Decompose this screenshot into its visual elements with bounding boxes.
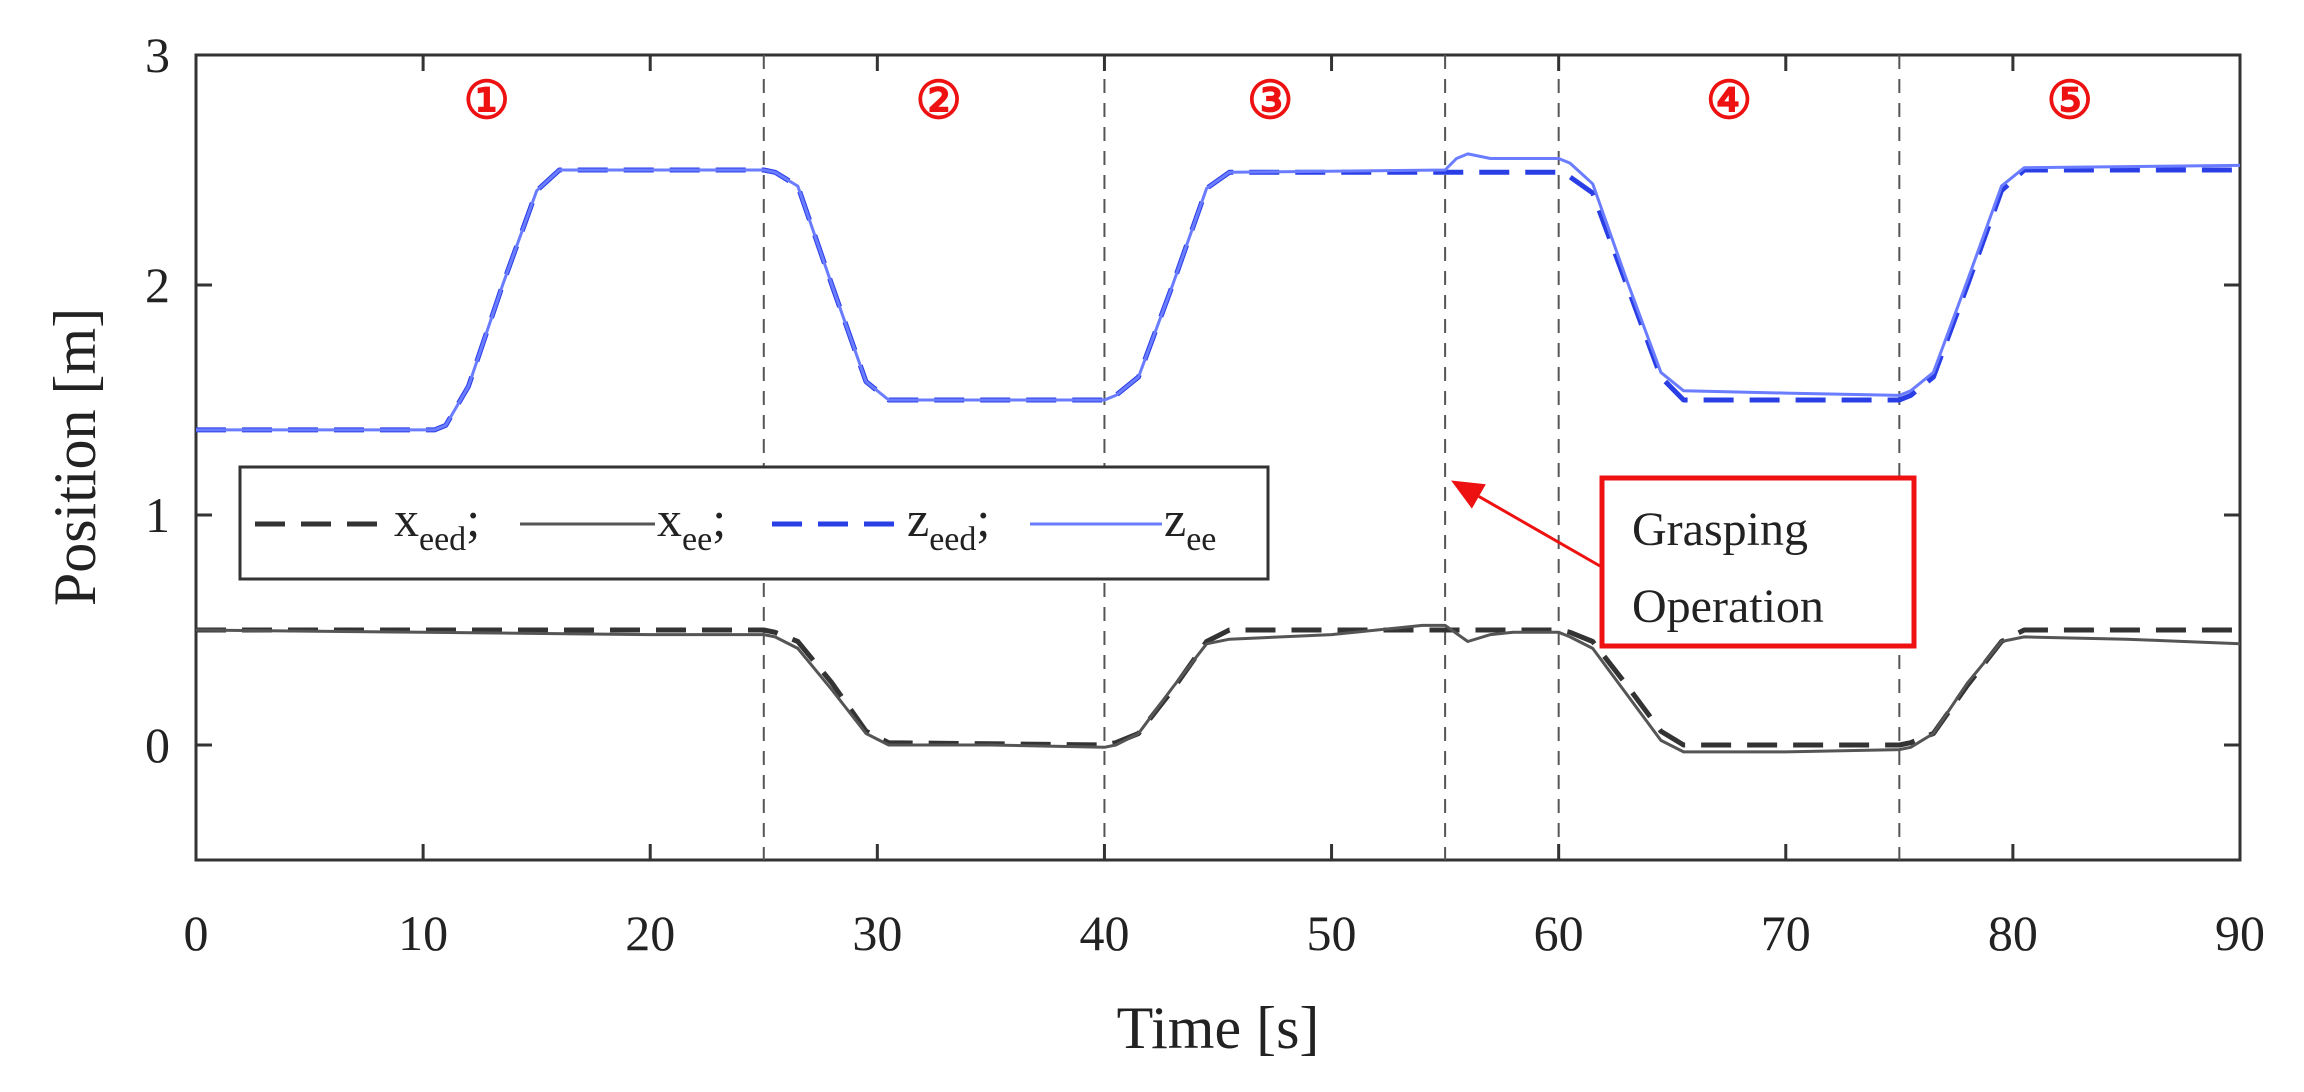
annotation-box — [1599, 475, 1917, 649]
x-tick-label: 50 — [1307, 905, 1357, 961]
annotation-line-2: Operation — [1632, 580, 1824, 633]
y-axis-label: Position [m] — [42, 308, 108, 606]
phase-label: ③ — [1247, 73, 1294, 130]
phase-labels: ① ② ③ ④ ⑤ — [463, 73, 2093, 130]
x-tick-label: 0 — [184, 905, 209, 961]
annotation-arrow-head — [1451, 480, 1486, 509]
x-tick-label: 20 — [625, 905, 675, 961]
series-x-eed — [196, 627, 2240, 748]
y-tick-label: 3 — [145, 27, 170, 83]
axis-ticks: 0 10 20 30 40 50 60 70 80 90 0 1 2 3 — [145, 27, 2265, 961]
annotation-arrow-line — [1478, 495, 1601, 568]
x-tick-label: 30 — [852, 905, 902, 961]
x-axis-label: Time [s] — [1117, 995, 1320, 1061]
x-tick-label: 10 — [398, 905, 448, 961]
plot-area — [194, 53, 2242, 862]
legend-label-x-eed: xeed; — [394, 491, 480, 558]
annotation-line-1: Grasping — [1632, 503, 1808, 556]
y-tick-label: 2 — [145, 257, 170, 313]
legend: xeed; xee; zeed; zee — [238, 465, 1270, 581]
series-z-ee — [196, 152, 2241, 432]
y-tick-label: 1 — [145, 487, 170, 543]
x-tick-label: 70 — [1761, 905, 1811, 961]
x-tick-label: 90 — [2215, 905, 2265, 961]
phase-label: ② — [915, 73, 962, 130]
series-x-ee — [195, 623, 2241, 754]
legend-label-z-ee: zee — [1164, 491, 1216, 558]
phase-label: ⑤ — [2046, 73, 2093, 130]
phase-label: ① — [463, 73, 510, 130]
grasping-annotation: Grasping Operation — [1451, 475, 1917, 649]
x-tick-label: 80 — [1988, 905, 2038, 961]
x-tick-label: 40 — [1079, 905, 1129, 961]
legend-label-x-ee: xee; — [657, 491, 726, 558]
x-tick-label: 60 — [1534, 905, 1584, 961]
legend-label-z-eed: zeed; — [907, 491, 990, 558]
series-layer — [195, 152, 2241, 754]
phase-label: ④ — [1706, 73, 1753, 130]
y-tick-label: 0 — [145, 717, 170, 773]
